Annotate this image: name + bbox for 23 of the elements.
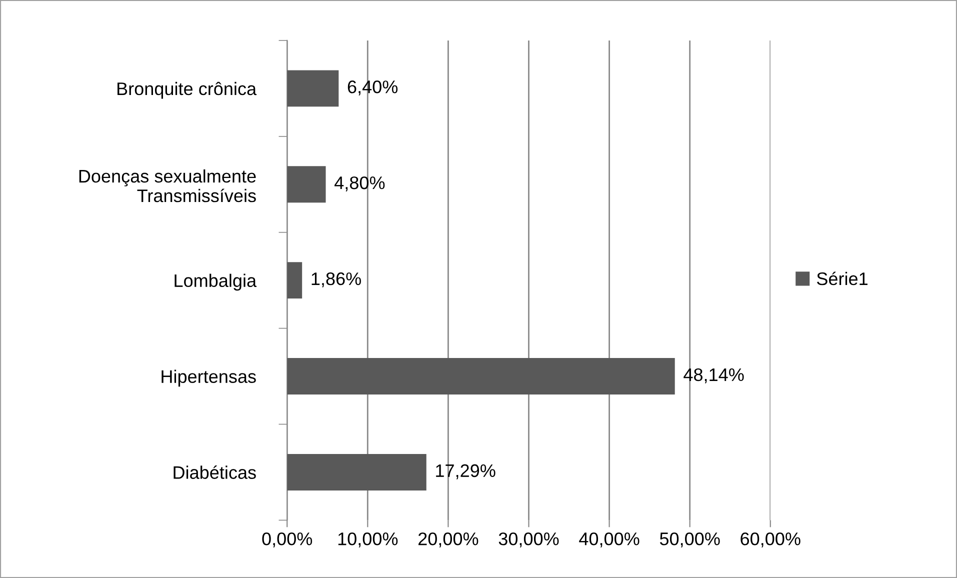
y-tick-label: Diabéticas: [174, 465, 256, 479]
x-tick-label: 50,00%: [660, 532, 720, 548]
y-tick-label: Bronquite crônica: [118, 82, 257, 99]
data-label: 48,14%: [684, 368, 744, 384]
data-label: 4,80%: [334, 176, 385, 192]
bar: [287, 454, 426, 490]
x-tick-label: 30,00%: [498, 532, 559, 548]
bar: [287, 262, 302, 299]
x-tick-label: 60,00%: [740, 532, 800, 548]
bar: [287, 166, 326, 203]
x-tick-label: 40,00%: [579, 532, 640, 548]
y-tick-label: Hipertensas: [162, 370, 256, 387]
bar: [287, 358, 675, 395]
bar: [287, 70, 339, 107]
data-label: 17,29%: [436, 464, 496, 480]
data-label: 1,86%: [312, 272, 361, 288]
data-label: 6,40%: [348, 80, 398, 96]
y-tick-label: Doenças sexualmente Transmissíveis: [79, 169, 256, 202]
legend-label: Série1: [816, 272, 868, 286]
x-tick-label: 20,00%: [418, 532, 478, 548]
x-tick-label: 10,00%: [338, 532, 398, 548]
y-tick-label: Lombalgia: [174, 274, 257, 291]
x-tick-label: 0,00%: [262, 532, 312, 548]
